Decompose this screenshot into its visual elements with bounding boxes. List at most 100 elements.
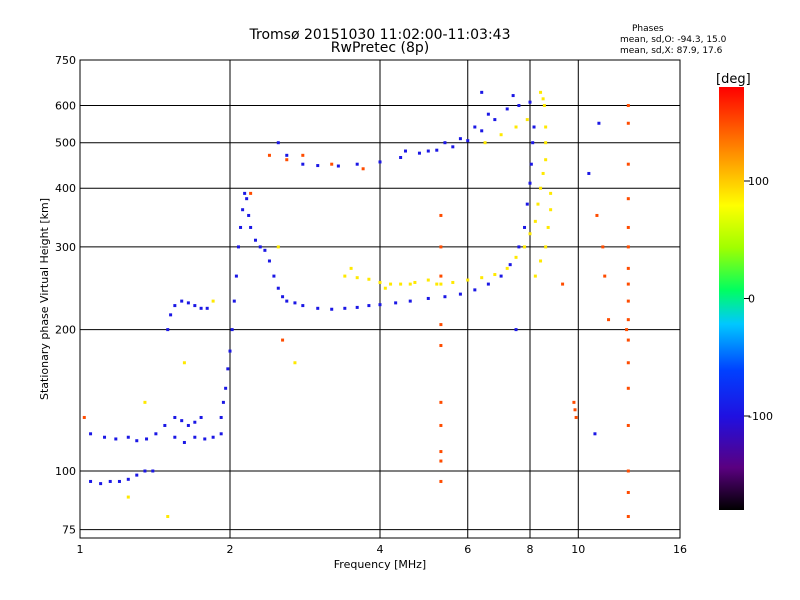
data-point — [528, 232, 532, 236]
x-axis-label: Frequency [MHz] — [334, 558, 426, 571]
data-point — [103, 435, 107, 439]
data-point — [263, 248, 267, 252]
data-point — [143, 469, 147, 473]
data-point — [426, 278, 430, 282]
data-point — [221, 400, 225, 404]
data-point — [625, 328, 629, 332]
y-axis-label: Stationary phase Virtual Height [km] — [38, 198, 51, 400]
data-point — [126, 477, 130, 481]
data-point — [399, 156, 403, 160]
data-point — [587, 171, 591, 175]
data-point — [531, 141, 535, 145]
data-point — [224, 386, 228, 390]
phase-stats-o: mean, sd,O: -94.3, 15.0 — [620, 35, 727, 45]
data-point — [349, 266, 353, 270]
data-point — [228, 349, 232, 353]
colorbar-tick-label: 0 — [748, 293, 755, 306]
chart-title: Tromsø 20151030 11:02:00-11:03:43 — [249, 27, 511, 43]
data-point — [186, 301, 190, 305]
data-point — [486, 112, 490, 116]
data-point — [528, 100, 532, 104]
data-point — [523, 245, 527, 249]
data-point — [626, 299, 630, 303]
data-point — [285, 153, 289, 157]
data-point — [166, 328, 170, 332]
data-point — [514, 255, 518, 259]
data-point — [542, 104, 546, 108]
data-point — [439, 344, 443, 348]
data-point — [493, 273, 497, 277]
data-point — [626, 282, 630, 286]
data-point — [473, 288, 477, 292]
data-point — [245, 197, 249, 201]
data-point — [249, 191, 253, 195]
data-point — [343, 274, 347, 278]
y-tick-label: 600 — [55, 100, 76, 113]
data-point — [293, 301, 297, 305]
data-point — [480, 129, 484, 133]
data-point — [205, 306, 209, 310]
phase-stats-title: Phases — [632, 24, 664, 34]
data-point — [514, 125, 518, 129]
data-point — [378, 303, 382, 307]
data-point — [439, 479, 443, 483]
data-point — [330, 162, 334, 166]
data-point — [276, 141, 280, 145]
data-point — [544, 245, 548, 249]
x-tick-label: 1 — [77, 543, 84, 556]
data-point — [173, 415, 177, 419]
data-point — [143, 400, 147, 404]
data-point — [451, 145, 455, 149]
data-point — [443, 295, 447, 299]
data-point — [408, 299, 412, 303]
data-point — [480, 90, 484, 94]
data-point — [126, 435, 130, 439]
data-point — [561, 282, 565, 286]
data-points — [82, 90, 630, 519]
data-point — [199, 306, 203, 310]
data-point — [226, 367, 230, 371]
data-point — [626, 469, 630, 473]
x-tick-label: 4 — [377, 543, 384, 556]
data-point — [426, 296, 430, 300]
data-point — [493, 118, 497, 122]
data-point — [533, 219, 537, 223]
data-point — [626, 245, 630, 249]
data-point — [241, 208, 245, 212]
data-point — [458, 137, 462, 141]
data-point — [253, 238, 257, 242]
y-tick-label: 750 — [55, 54, 76, 67]
data-point — [595, 213, 599, 217]
data-point — [281, 338, 285, 342]
data-point — [525, 118, 529, 122]
data-point — [525, 202, 529, 206]
data-point — [626, 338, 630, 342]
data-point — [574, 415, 578, 419]
data-point — [117, 479, 121, 483]
data-point — [99, 482, 103, 486]
data-point — [451, 280, 455, 284]
x-tick-label: 16 — [673, 543, 687, 556]
data-point — [236, 245, 240, 249]
data-point — [572, 400, 576, 404]
data-point — [182, 361, 186, 365]
data-point — [293, 361, 297, 365]
data-point — [439, 282, 443, 286]
data-point — [301, 153, 305, 157]
data-point — [378, 280, 382, 284]
data-point — [108, 479, 112, 483]
data-point — [219, 432, 223, 436]
data-point — [439, 400, 443, 404]
data-point — [541, 171, 545, 175]
data-point — [355, 162, 359, 166]
y-tick-label: 200 — [55, 324, 76, 337]
data-point — [435, 282, 439, 286]
data-point — [413, 280, 417, 284]
data-point — [544, 141, 548, 145]
data-point — [439, 274, 443, 278]
data-point — [239, 225, 243, 229]
data-point — [597, 121, 601, 125]
data-point — [626, 121, 630, 125]
data-point — [541, 97, 545, 101]
